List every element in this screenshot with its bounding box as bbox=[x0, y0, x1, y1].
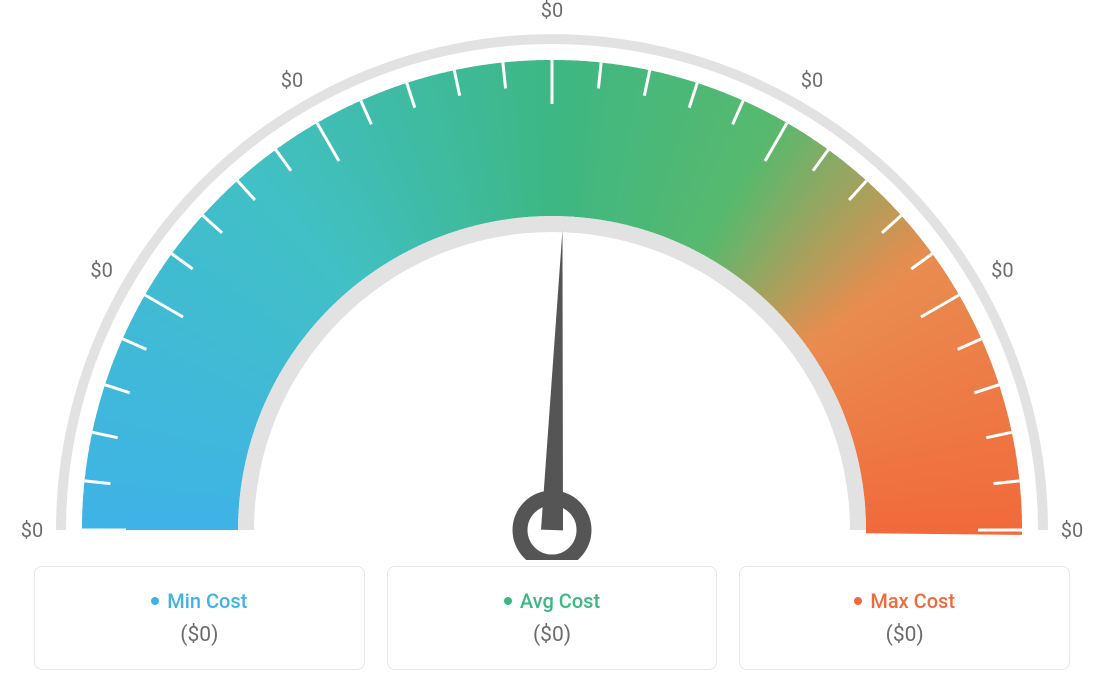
legend-card-avg: Avg Cost ($0) bbox=[387, 566, 718, 670]
legend-label-min: Min Cost bbox=[151, 589, 247, 613]
legend-dot-icon bbox=[854, 597, 862, 605]
gauge-scale-label: $0 bbox=[1061, 518, 1083, 542]
gauge-scale-label: $0 bbox=[90, 258, 112, 282]
legend-label-text: Max Cost bbox=[870, 589, 955, 613]
gauge-scale-label: $0 bbox=[281, 68, 303, 92]
gauge-svg bbox=[0, 0, 1104, 560]
gauge-scale-label: $0 bbox=[801, 68, 823, 92]
legend-row: Min Cost ($0) Avg Cost ($0) Max Cost ($0… bbox=[0, 566, 1104, 670]
gauge-scale-label: $0 bbox=[541, 0, 563, 22]
legend-value-avg: ($0) bbox=[533, 623, 571, 647]
gauge-scale-label: $0 bbox=[21, 518, 43, 542]
gauge-scale-label: $0 bbox=[991, 258, 1013, 282]
legend-label-text: Avg Cost bbox=[520, 589, 600, 613]
gauge-chart: $0 $0 $0 $0 $0 $0 $0 bbox=[0, 0, 1104, 560]
legend-card-max: Max Cost ($0) bbox=[739, 566, 1070, 670]
legend-card-min: Min Cost ($0) bbox=[34, 566, 365, 670]
legend-value-max: ($0) bbox=[886, 623, 924, 647]
legend-label-text: Min Cost bbox=[167, 589, 247, 613]
legend-dot-icon bbox=[151, 597, 159, 605]
legend-value-min: ($0) bbox=[180, 623, 218, 647]
legend-label-max: Max Cost bbox=[854, 589, 955, 613]
legend-label-avg: Avg Cost bbox=[504, 589, 600, 613]
legend-dot-icon bbox=[504, 597, 512, 605]
